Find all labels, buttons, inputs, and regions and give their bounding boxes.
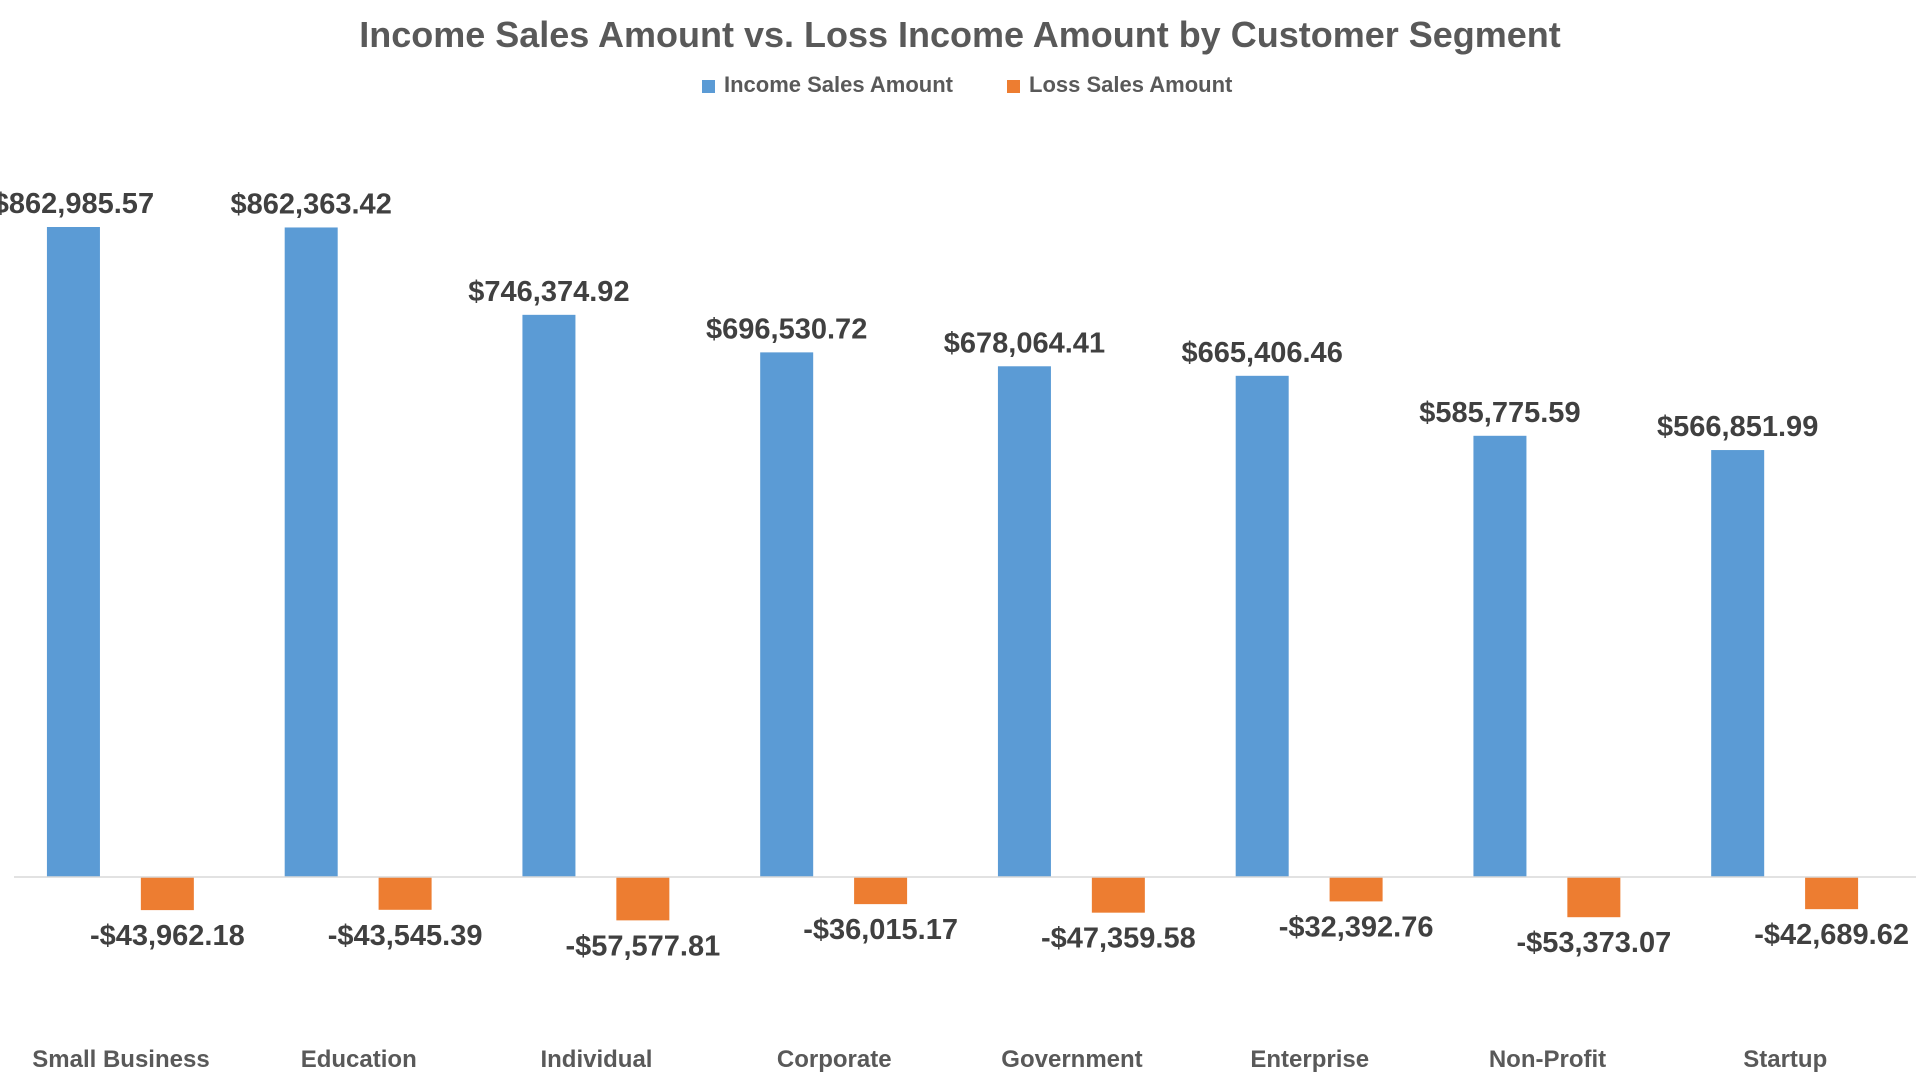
data-label-loss-7: -$42,689.62 xyxy=(1754,919,1909,951)
category-label-2: Individual xyxy=(540,1046,652,1073)
category-labels: Small Business Education Individual Corpora… xyxy=(32,1046,1827,1073)
bar-income-5 xyxy=(1235,375,1289,877)
data-label-income-1: $862,363.42 xyxy=(231,188,392,220)
bar-income-6 xyxy=(1473,435,1527,877)
bar-income-1 xyxy=(284,227,338,877)
category-label-3: Corporate xyxy=(777,1046,892,1073)
data-label-income-3: $696,530.72 xyxy=(706,313,867,345)
legend-swatch-income xyxy=(702,80,715,93)
category-label-7: Startup xyxy=(1743,1046,1827,1073)
bar-loss-1 xyxy=(378,877,432,910)
bar-loss-4 xyxy=(1091,877,1145,913)
bar-loss-2 xyxy=(616,877,670,921)
bar-loss-3 xyxy=(854,877,908,905)
category-label-4: Government xyxy=(1001,1046,1142,1073)
bar-income-3 xyxy=(760,352,814,877)
data-label-loss-1: -$43,545.39 xyxy=(328,920,483,952)
category-label-1: Education xyxy=(301,1046,417,1073)
data-label-loss-6: -$53,373.07 xyxy=(1516,927,1671,959)
data-label-loss-5: -$32,392.76 xyxy=(1279,911,1434,943)
bar-loss-6 xyxy=(1567,877,1621,918)
bars xyxy=(46,227,1859,921)
chart-title: Income Sales Amount vs. Loss Income Amou… xyxy=(359,14,1561,55)
data-label-loss-0: -$43,962.18 xyxy=(90,920,245,952)
category-label-0: Small Business xyxy=(32,1046,209,1073)
bar-loss-0 xyxy=(140,877,194,911)
data-label-income-5: $665,406.46 xyxy=(1182,337,1343,369)
bar-loss-7 xyxy=(1805,877,1859,910)
data-label-income-0: $862,985.57 xyxy=(0,188,154,220)
data-label-income-4: $678,064.41 xyxy=(944,327,1105,359)
bar-income-2 xyxy=(522,314,576,877)
data-label-income-7: $566,851.99 xyxy=(1657,411,1818,443)
legend-label-loss: Loss Sales Amount xyxy=(1029,72,1233,97)
bar-income-0 xyxy=(46,227,100,877)
legend-label-income: Income Sales Amount xyxy=(724,72,954,97)
bar-loss-5 xyxy=(1329,877,1383,902)
data-label-loss-2: -$57,577.81 xyxy=(565,930,720,962)
bar-income-7 xyxy=(1711,450,1765,877)
data-labels: $862,985.57 -$43,962.18 $862,363.42 -$43,54… xyxy=(0,188,1909,962)
data-label-income-2: $746,374.92 xyxy=(468,276,629,308)
data-label-income-6: $585,775.59 xyxy=(1419,397,1580,429)
category-label-5: Enterprise xyxy=(1250,1046,1369,1073)
legend-swatch-loss xyxy=(1007,80,1020,93)
data-label-loss-4: -$47,359.58 xyxy=(1041,923,1196,955)
legend: Income Sales Amount Loss Sales Amount xyxy=(702,72,1233,97)
category-label-6: Non-Profit xyxy=(1489,1046,1606,1073)
bar-income-4 xyxy=(997,366,1051,877)
data-label-loss-3: -$36,015.17 xyxy=(803,914,958,946)
